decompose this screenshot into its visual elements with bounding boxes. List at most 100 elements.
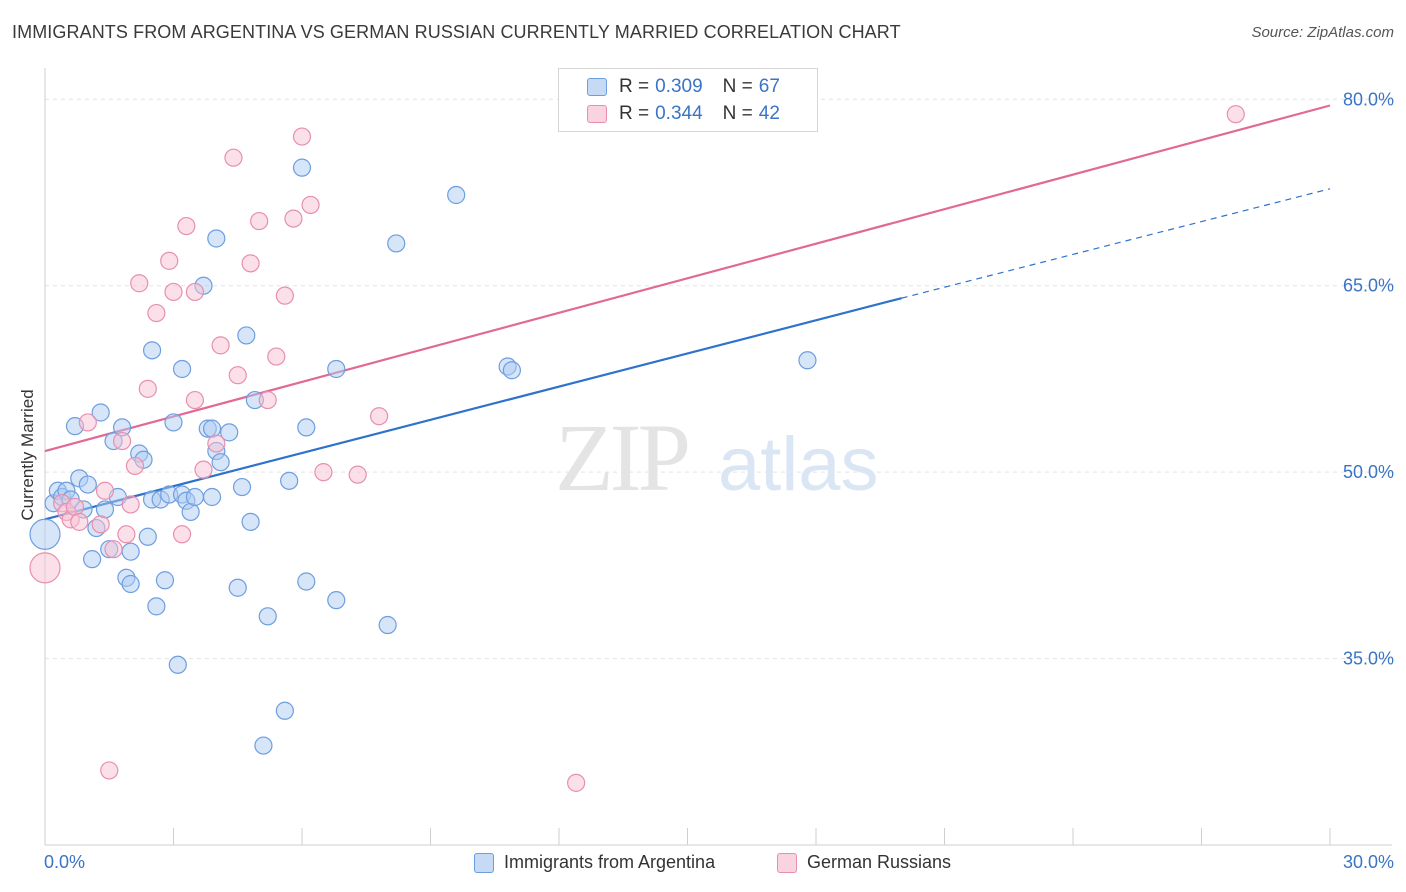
y-tick-label: 65.0% bbox=[1343, 276, 1394, 296]
point-argentina bbox=[83, 550, 102, 569]
point-argentina bbox=[95, 500, 115, 519]
point-argentina bbox=[168, 655, 187, 674]
point-argentina bbox=[142, 341, 162, 360]
point-argentina bbox=[155, 571, 175, 590]
point-argentina bbox=[172, 359, 192, 379]
point-argentina bbox=[447, 185, 466, 205]
legend-r-label: R = bbox=[619, 103, 650, 124]
point-german-russians bbox=[125, 456, 145, 476]
point-german-russians bbox=[104, 540, 123, 559]
x-tick-label-min: 0.0% bbox=[44, 852, 86, 872]
point-argentina bbox=[207, 229, 226, 248]
point-german-russians bbox=[224, 148, 243, 167]
y-tick-label: 35.0% bbox=[1343, 649, 1394, 669]
point-german-russians bbox=[370, 407, 389, 426]
point-argentina bbox=[202, 419, 222, 438]
zipatlas-watermark: ZIP atlas bbox=[555, 404, 879, 511]
point-german-russians bbox=[65, 497, 85, 517]
point-german-russians bbox=[112, 431, 132, 451]
point-german-russians bbox=[130, 274, 149, 293]
point-german-russians bbox=[267, 347, 286, 366]
point-german-russians bbox=[194, 460, 213, 479]
legend-swatch-pink bbox=[587, 105, 607, 123]
series-name: Immigrants from Argentina bbox=[504, 852, 716, 872]
point-argentina bbox=[502, 361, 521, 380]
point-argentina bbox=[78, 475, 97, 494]
legend-r-label: R = bbox=[619, 76, 650, 97]
legend-n-label: N = bbox=[722, 103, 753, 124]
point-argentina bbox=[241, 512, 260, 531]
point-german-russians bbox=[258, 390, 277, 410]
y-tick-label: 50.0% bbox=[1343, 462, 1394, 482]
legend-n-value: 42 bbox=[758, 103, 780, 124]
point-german-russians bbox=[207, 434, 226, 453]
y-tick-labels: 35.0% 50.0% 65.0% 80.0% bbox=[1343, 89, 1394, 668]
point-german-russians bbox=[301, 195, 320, 215]
stats-legend: R = 0.309 N = 67 R = 0.344 N = 42 bbox=[558, 68, 818, 132]
point-argentina bbox=[121, 542, 140, 561]
point-german-russians bbox=[147, 303, 166, 323]
legend-n-value: 67 bbox=[758, 76, 780, 97]
point-german-russians bbox=[275, 286, 294, 305]
point-argentina bbox=[292, 158, 312, 177]
legend-r-value: 0.309 bbox=[655, 76, 703, 97]
watermark-zip: ZIP bbox=[555, 404, 688, 511]
point-german-russians bbox=[177, 216, 196, 236]
point-german-russians bbox=[241, 254, 260, 273]
point-german-russians bbox=[185, 390, 205, 410]
point-argentina bbox=[798, 351, 817, 370]
legend-swatch-blue bbox=[474, 852, 494, 873]
legend-row-german-russians: R = 0.344 N = 42 bbox=[587, 102, 780, 126]
point-argentina bbox=[91, 403, 110, 422]
point-argentina bbox=[164, 413, 183, 432]
point-german-russians bbox=[91, 515, 110, 534]
trend-line-argentina-dashed bbox=[901, 188, 1331, 299]
point-argentina bbox=[275, 701, 294, 720]
axes bbox=[44, 68, 1392, 846]
legend-n-label: N = bbox=[722, 76, 753, 97]
point-german-russians bbox=[138, 379, 157, 398]
watermark-atlas: atlas bbox=[718, 422, 879, 507]
point-german-russians bbox=[1226, 105, 1245, 124]
legend-swatch-blue bbox=[587, 78, 607, 96]
point-argentina bbox=[220, 423, 239, 442]
data-points bbox=[29, 105, 1245, 792]
point-german-russians bbox=[284, 209, 303, 228]
point-argentina bbox=[211, 453, 230, 472]
point-argentina bbox=[147, 597, 166, 616]
gridlines bbox=[45, 98, 1392, 660]
point-german-russians bbox=[185, 282, 205, 302]
legend-row-argentina: R = 0.309 N = 67 bbox=[587, 75, 780, 99]
point-argentina bbox=[254, 736, 273, 755]
point-argentina bbox=[232, 477, 252, 497]
point-german-russians bbox=[314, 463, 333, 482]
source-credit: Source: ZipAtlas.com bbox=[1251, 24, 1394, 41]
y-axis-label: Currently Married bbox=[18, 389, 37, 521]
point-argentina bbox=[258, 607, 277, 626]
point-argentina bbox=[138, 527, 157, 546]
point-german-russians bbox=[29, 552, 61, 584]
point-german-russians bbox=[100, 761, 119, 780]
series-name: German Russians bbox=[807, 852, 952, 872]
point-argentina bbox=[378, 615, 397, 635]
point-argentina bbox=[228, 578, 247, 597]
point-argentina bbox=[327, 359, 346, 379]
point-german-russians bbox=[211, 336, 230, 355]
bottom-legend-german-russians[interactable]: German Russians bbox=[777, 852, 951, 873]
legend-r-value: 0.344 bbox=[655, 103, 703, 124]
point-argentina bbox=[202, 487, 222, 507]
trend-line-argentina bbox=[44, 297, 902, 521]
point-german-russians bbox=[250, 211, 269, 231]
point-argentina bbox=[237, 326, 256, 345]
point-argentina bbox=[185, 487, 205, 507]
point-german-russians bbox=[117, 525, 136, 544]
point-german-russians bbox=[70, 512, 89, 531]
chart-title: IMMIGRANTS FROM ARGENTINA VS GERMAN RUSS… bbox=[12, 22, 901, 42]
point-german-russians bbox=[228, 366, 247, 385]
point-argentina bbox=[121, 574, 140, 594]
point-german-russians bbox=[172, 525, 192, 544]
point-argentina bbox=[181, 502, 200, 522]
point-argentina bbox=[280, 471, 299, 490]
bottom-legend-argentina[interactable]: Immigrants from Argentina bbox=[474, 852, 715, 873]
